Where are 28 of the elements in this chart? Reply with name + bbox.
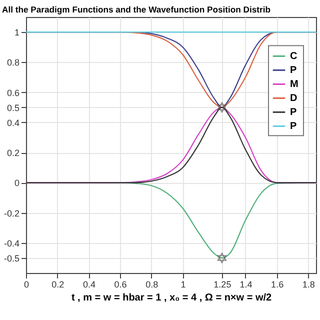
x-tick-label: 1 (180, 280, 186, 290)
x-tick-label: 0.8 (146, 280, 158, 290)
x-tick-label: 0.4 (82, 280, 96, 290)
x-tick-label: 0.6 (114, 280, 127, 290)
legend-label: P (290, 121, 297, 132)
y-tick-label: 0.2 (6, 148, 20, 158)
x-axis-title: t , m = w = hbar = 1 , x₀ = 4 , Ω = n×w = w/2 (71, 292, 272, 304)
x-tick-label: 0.2 (52, 280, 64, 290)
x-tick-label: 1.8 (302, 280, 315, 290)
legend-label: P (290, 65, 297, 76)
legend-label: M (290, 79, 298, 90)
y-tick-label: 0.5 (6, 102, 20, 113)
legend-label: P (290, 107, 297, 118)
y-tick-label: 0.4 (6, 118, 20, 128)
x-tick-label: 0 (24, 280, 30, 290)
y-tick-label: -0.5 (4, 253, 20, 264)
y-tick-label: 0 (14, 178, 20, 188)
y-tick-label: 0.8 (6, 58, 20, 68)
chart-title: All the Paradigm Functions and the Wavefunction Position Distrib (2, 4, 270, 14)
legend-label: C (290, 51, 298, 62)
x-tick-label: 1.6 (271, 280, 284, 290)
y-tick-label: -0.4 (4, 238, 20, 248)
legend-label: D (290, 93, 298, 104)
x-tick-label: 1.4 (240, 280, 252, 290)
y-tick-label: -0.2 (4, 208, 20, 218)
x-tick-label: 1.25 (214, 280, 232, 290)
y-tick-label: 1 (14, 28, 20, 38)
y-tick-label: 0.6 (6, 88, 20, 98)
